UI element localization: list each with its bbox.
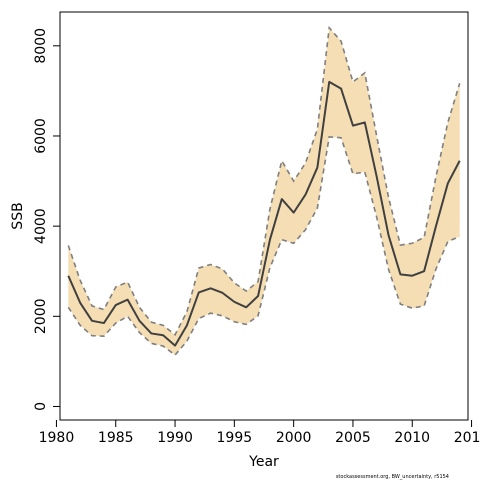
x-tick-label: 2005 xyxy=(335,430,371,446)
confidence-bounds xyxy=(67,25,461,357)
x-tick-label: 1980 xyxy=(39,430,75,446)
ssb-estimate-line xyxy=(67,80,461,347)
x-tick-label: 1985 xyxy=(98,430,134,446)
x-axis-title: Year xyxy=(248,454,279,470)
y-axis: 0 2000 4000 6000 8000 xyxy=(33,28,60,411)
x-tick-label: 1995 xyxy=(217,430,253,446)
upper-bound-line xyxy=(67,25,461,337)
y-tick-label: 4000 xyxy=(33,208,49,244)
x-tick-label: 1990 xyxy=(157,430,193,446)
y-tick-label: 8000 xyxy=(33,28,49,64)
x-tick-label: 2000 xyxy=(276,430,312,446)
y-tick-label: 6000 xyxy=(33,118,49,154)
x-axis: 1980 1985 1990 1995 2000 2005 2010 2015 xyxy=(39,420,480,446)
footnote: stockassessment.org, BW_uncertainty, r51… xyxy=(336,474,449,480)
lower-bound-line xyxy=(67,136,461,357)
y-tick-label: 0 xyxy=(33,402,49,411)
x-tick-label: 2010 xyxy=(394,430,430,446)
x-tick-label: 2015 xyxy=(454,430,480,446)
plot-frame xyxy=(59,11,469,421)
estimate-line xyxy=(67,80,461,347)
y-axis-title: SSB xyxy=(10,202,26,229)
confidence-band xyxy=(68,27,460,356)
y-tick-label: 2000 xyxy=(33,298,49,334)
band-area xyxy=(68,27,460,356)
